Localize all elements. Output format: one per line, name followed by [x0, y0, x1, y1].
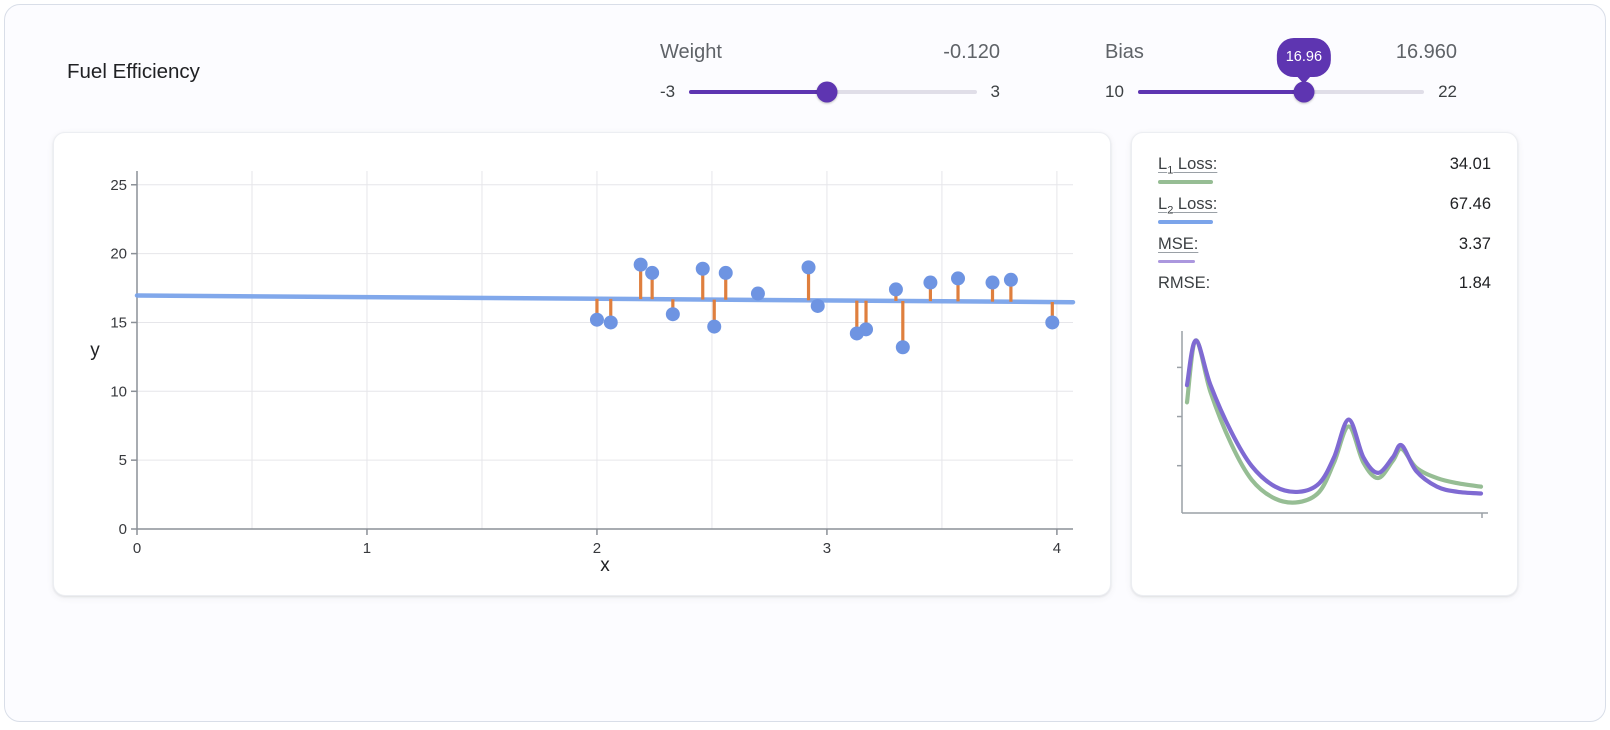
weight-slider-thumb[interactable] — [816, 81, 838, 103]
loss-row-l2: L2 Loss: 67.46 — [1158, 195, 1491, 224]
loss-row-rmse: RMSE: 1.84 — [1158, 274, 1491, 303]
l1-loss-label: L1 Loss: — [1158, 155, 1217, 184]
charts-row: 0 5 10 15 20 25 0 1 2 3 4 y x L1 Loss: 34.01 L2 Loss… — [35, 132, 1575, 596]
weight-control: Weight -0.120 -3 3 — [660, 41, 1000, 103]
l1-label-main: L — [1158, 155, 1168, 173]
svg-text:3: 3 — [823, 540, 831, 557]
svg-text:0: 0 — [119, 521, 127, 538]
l2-label-sub: 2 — [1167, 204, 1174, 217]
svg-text:0: 0 — [133, 540, 141, 557]
bias-value-tooltip: 16.96 — [1276, 38, 1332, 77]
svg-text:y: y — [90, 340, 100, 361]
mse-label-main: MSE: — [1158, 234, 1199, 253]
weight-slider-track[interactable] — [689, 81, 977, 103]
svg-text:25: 25 — [110, 177, 127, 194]
mse-label: MSE: — [1158, 235, 1198, 264]
bias-label: Bias — [1105, 41, 1144, 63]
svg-text:10: 10 — [110, 383, 127, 400]
l1-legend-swatch — [1158, 180, 1213, 184]
l2-legend-swatch — [1158, 220, 1213, 224]
weight-slider-fill — [689, 90, 828, 94]
mse-value: 3.37 — [1458, 234, 1491, 253]
scatter-chart-card: 0 5 10 15 20 25 0 1 2 3 4 y x — [53, 132, 1111, 596]
rmse-label-main: RMSE: — [1158, 274, 1211, 293]
l1-label-rest: Loss: — [1173, 155, 1218, 173]
svg-text:5: 5 — [119, 452, 127, 469]
bias-value: 16.960 — [1395, 41, 1457, 63]
weight-min-label: -3 — [660, 82, 676, 101]
svg-text:15: 15 — [110, 314, 127, 331]
page-title: Fuel Efficiency — [67, 59, 200, 83]
weight-max-label: 3 — [990, 82, 1000, 101]
svg-text:20: 20 — [110, 246, 127, 263]
loss-panel-card: L1 Loss: 34.01 L2 Loss: 67.46 MSE: 3.37 — [1131, 132, 1518, 596]
svg-text:2: 2 — [593, 540, 601, 557]
loss-row-l1: L1 Loss: 34.01 — [1158, 155, 1491, 184]
l1-label-sub: 1 — [1167, 164, 1174, 177]
rmse-value: 1.84 — [1458, 274, 1491, 293]
bias-control: Bias 16.960 10 16.96 22 — [1105, 38, 1457, 103]
bias-min-label: 10 — [1105, 82, 1124, 101]
bias-slider-track[interactable]: 16.96 — [1137, 38, 1425, 103]
rmse-legend-swatch — [1158, 300, 1206, 304]
bias-slider-thumb[interactable] — [1293, 81, 1315, 103]
svg-text:x: x — [600, 555, 610, 575]
l1-loss-value: 34.01 — [1449, 155, 1491, 173]
rmse-label: RMSE: — [1158, 274, 1210, 303]
fuel-efficiency-widget: Fuel Efficiency Weight -0.120 -3 3 Bias … — [4, 4, 1606, 722]
scatter-plot: 0 5 10 15 20 25 0 1 2 3 4 y x — [90, 171, 1076, 576]
header: Fuel Efficiency Weight -0.120 -3 3 Bias … — [35, 27, 1575, 106]
svg-text:4: 4 — [1053, 540, 1061, 557]
bias-max-label: 22 — [1438, 82, 1457, 101]
mse-legend-swatch — [1158, 259, 1196, 264]
l2-loss-label: L2 Loss: — [1158, 195, 1217, 224]
weight-value: -0.120 — [943, 41, 1000, 63]
svg-text:1: 1 — [363, 540, 371, 557]
l2-loss-value: 67.46 — [1449, 194, 1491, 213]
weight-label: Weight — [660, 41, 722, 63]
bias-slider-fill — [1137, 90, 1304, 94]
loss-curve-chart — [1177, 331, 1488, 519]
loss-row-mse: MSE: 3.37 — [1158, 235, 1491, 264]
l2-label-rest: Loss: — [1173, 194, 1218, 213]
l2-label-main: L — [1158, 194, 1168, 213]
loss-curve-chart-wrap — [1170, 325, 1491, 534]
